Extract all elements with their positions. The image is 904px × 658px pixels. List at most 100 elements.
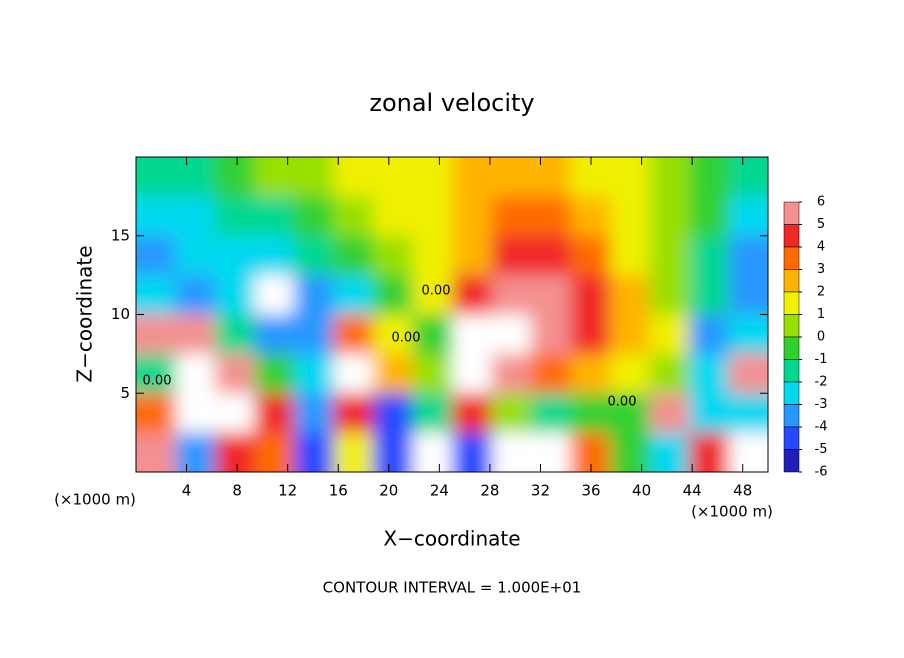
cell bbox=[373, 157, 413, 197]
cell bbox=[412, 157, 453, 197]
cell bbox=[531, 314, 571, 355]
cell bbox=[452, 196, 492, 237]
cells bbox=[136, 157, 768, 472]
cell bbox=[689, 235, 729, 276]
cell bbox=[136, 235, 176, 276]
colorbar-box bbox=[783, 224, 800, 248]
cell bbox=[728, 393, 768, 434]
cell bbox=[531, 235, 571, 276]
cell bbox=[254, 314, 295, 355]
cell bbox=[610, 157, 650, 197]
cell bbox=[412, 314, 453, 355]
cell bbox=[412, 432, 453, 472]
cell bbox=[294, 432, 334, 472]
cell bbox=[136, 314, 176, 355]
cell bbox=[728, 275, 768, 315]
cell bbox=[294, 314, 334, 355]
contour-label: 0.00 bbox=[422, 284, 451, 299]
x-tick-label: 12 bbox=[278, 482, 297, 500]
cell bbox=[570, 314, 611, 355]
colorbar-box bbox=[783, 381, 800, 405]
cell bbox=[412, 353, 453, 394]
cell bbox=[333, 275, 374, 315]
cell bbox=[689, 275, 729, 315]
cell bbox=[333, 353, 374, 394]
cell bbox=[649, 314, 690, 355]
x-tick-label: 44 bbox=[683, 482, 702, 500]
x-unit-label: (×1000 m) bbox=[54, 491, 136, 509]
cell bbox=[215, 432, 255, 472]
cell bbox=[294, 196, 334, 237]
colorbar-tick-label: -5 bbox=[815, 442, 828, 457]
cell bbox=[491, 196, 532, 237]
cell bbox=[412, 393, 453, 434]
colorbar-box bbox=[783, 201, 800, 225]
cell bbox=[215, 314, 255, 355]
cell bbox=[373, 432, 413, 472]
x-tick-label: 36 bbox=[581, 482, 600, 500]
cell bbox=[570, 235, 611, 276]
y-tick-label: 10 bbox=[111, 305, 130, 323]
cell bbox=[136, 393, 176, 434]
cell bbox=[175, 314, 216, 355]
colorbar-box bbox=[783, 246, 800, 270]
cell bbox=[254, 196, 295, 237]
x-tick-label: 24 bbox=[430, 482, 449, 500]
cell bbox=[491, 157, 532, 197]
cell bbox=[570, 275, 611, 315]
cell bbox=[452, 432, 492, 472]
cell bbox=[452, 157, 492, 197]
cell bbox=[452, 275, 492, 315]
colorbar-tick-label: -2 bbox=[815, 375, 828, 390]
cell bbox=[373, 353, 413, 394]
cell bbox=[689, 432, 729, 472]
cell bbox=[728, 235, 768, 276]
cell bbox=[254, 393, 295, 434]
cell bbox=[570, 196, 611, 237]
colorbar-tick-label: 0 bbox=[817, 330, 825, 345]
cell bbox=[136, 432, 176, 472]
cell bbox=[570, 157, 611, 197]
cell bbox=[294, 353, 334, 394]
x-tick-label: 48 bbox=[733, 482, 752, 500]
colorbar-box bbox=[783, 291, 800, 315]
cell bbox=[531, 432, 571, 472]
colorbar-tick-label: 3 bbox=[817, 262, 825, 277]
cell bbox=[215, 157, 255, 197]
cell bbox=[531, 393, 571, 434]
x-tick-label: 28 bbox=[480, 482, 499, 500]
colorbar-box bbox=[783, 336, 800, 360]
cell bbox=[649, 393, 690, 434]
cell bbox=[452, 353, 492, 394]
cell bbox=[136, 353, 176, 394]
colorbar-tick-label: -1 bbox=[815, 352, 828, 367]
cell bbox=[649, 275, 690, 315]
cell bbox=[491, 235, 532, 276]
x-tick-label: 4 bbox=[182, 482, 192, 500]
cell bbox=[491, 275, 532, 315]
y-tick-label: 15 bbox=[111, 226, 130, 244]
cell bbox=[649, 432, 690, 472]
cell bbox=[649, 196, 690, 237]
cell bbox=[491, 432, 532, 472]
cell bbox=[215, 235, 255, 276]
cell bbox=[175, 393, 216, 434]
colorbar-box bbox=[783, 426, 800, 450]
cell bbox=[531, 196, 571, 237]
cell bbox=[649, 235, 690, 276]
cell bbox=[373, 393, 413, 434]
cell bbox=[294, 157, 334, 197]
colorbar-box bbox=[783, 404, 800, 428]
cell bbox=[412, 275, 453, 315]
colorbar-tick-label: 2 bbox=[817, 285, 825, 300]
cell bbox=[689, 353, 729, 394]
cell bbox=[689, 157, 729, 197]
cell bbox=[333, 157, 374, 197]
cell bbox=[570, 432, 611, 472]
cell bbox=[254, 275, 295, 315]
cell bbox=[294, 235, 334, 276]
x-axis-label: X−coordinate bbox=[383, 527, 520, 551]
colorbar-tick-label: 5 bbox=[817, 217, 825, 232]
cell bbox=[689, 314, 729, 355]
